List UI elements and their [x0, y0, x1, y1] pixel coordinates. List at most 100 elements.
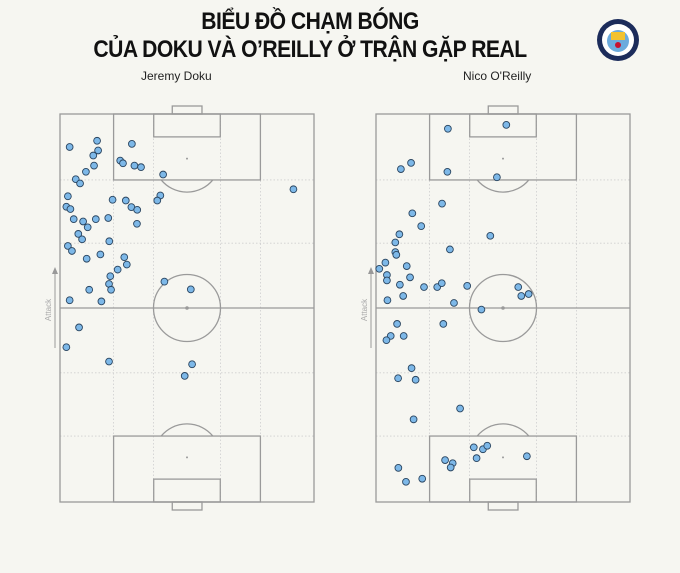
touch-point	[64, 242, 72, 250]
touch-point	[456, 404, 464, 413]
touch-point	[68, 247, 76, 255]
touch-point	[493, 173, 501, 182]
touch-point	[76, 179, 84, 188]
touch-point	[153, 196, 162, 205]
touch-point	[523, 452, 531, 461]
touch-point	[472, 454, 481, 463]
touch-point	[486, 231, 495, 240]
touch-point	[90, 161, 98, 170]
penalty-arc	[476, 423, 530, 437]
touch-point	[79, 217, 87, 226]
attack-arrow-icon	[368, 267, 374, 274]
touch-point	[393, 320, 401, 328]
touch-point	[105, 357, 113, 366]
touch-point	[396, 280, 404, 289]
touch-point	[411, 375, 420, 384]
touch-point	[399, 292, 408, 300]
touch-point	[502, 121, 511, 129]
touch-point	[382, 336, 391, 345]
touch-point	[441, 456, 449, 464]
touch-point	[97, 297, 106, 306]
six-yard-box	[153, 113, 221, 138]
centre-spot	[185, 306, 189, 310]
touch-point	[120, 253, 129, 262]
touch-point	[446, 463, 455, 472]
penalty-spot	[186, 456, 188, 459]
touch-point	[381, 258, 390, 267]
touch-point	[409, 415, 418, 424]
touch-point	[122, 260, 131, 269]
penalty-spot	[502, 157, 504, 160]
touch-point	[397, 165, 405, 173]
manchester-city-logo-icon	[597, 19, 639, 61]
touch-point	[64, 192, 72, 201]
pitch-doku: Attack	[44, 105, 315, 511]
touch-point	[78, 235, 86, 244]
touch-point	[137, 163, 145, 172]
touch-point	[94, 146, 102, 155]
touch-point	[108, 195, 117, 204]
touch-point	[438, 199, 446, 208]
penalty-arc	[160, 179, 214, 193]
touch-point	[89, 151, 98, 160]
touch-point	[418, 474, 427, 483]
touch-point	[514, 283, 523, 291]
touch-point	[75, 323, 83, 332]
chart-title-line1: BIỂU ĐỒ CHẠM BÓNG	[201, 8, 419, 35]
pitch-title-oreilly: Nico O'Reilly	[463, 69, 532, 83]
touch-point	[408, 209, 417, 218]
touch-point	[375, 264, 384, 273]
goal	[171, 501, 203, 511]
touch-point	[93, 136, 101, 145]
six-yard-box	[153, 478, 221, 503]
penalty-spot	[186, 157, 188, 160]
chart-title-line2: CỦA DOKU VÀ O’REILLY Ở TRẬN GẶP REAL	[93, 36, 527, 63]
touch-point	[180, 372, 189, 380]
touch-point	[394, 374, 402, 383]
touch-point	[106, 272, 115, 281]
touch-point	[188, 360, 196, 369]
penalty-arc	[476, 179, 530, 193]
touch-point	[62, 343, 71, 352]
touch-point	[395, 230, 404, 239]
goal	[487, 105, 519, 115]
touch-point	[65, 296, 74, 305]
touch-point	[407, 159, 415, 167]
touch-point	[289, 185, 298, 194]
touch-point	[417, 222, 426, 230]
centre-spot	[501, 306, 505, 310]
penalty-box	[112, 113, 262, 181]
six-yard-box	[469, 478, 537, 503]
touch-point	[407, 364, 416, 372]
touch-point	[399, 332, 408, 340]
attack-label: Attack	[360, 298, 369, 321]
touch-point	[446, 245, 454, 254]
centre-circle	[152, 273, 222, 343]
touch-point	[128, 140, 136, 148]
touch-point	[104, 214, 113, 222]
touch-point	[66, 205, 75, 213]
touch-point	[383, 276, 391, 285]
touch-point	[406, 273, 414, 282]
touch-point	[477, 305, 486, 314]
goal	[487, 501, 519, 511]
pitch-title-doku: Jeremy Doku	[141, 69, 212, 83]
touch-point	[524, 290, 533, 298]
touch-point	[82, 167, 90, 176]
touch-point	[517, 292, 526, 300]
pitch-oreilly: Attack	[360, 105, 631, 511]
goal	[171, 105, 203, 115]
touch-point	[402, 262, 411, 270]
touch-point	[133, 219, 141, 228]
touch-point	[443, 167, 452, 176]
touch-point	[444, 124, 452, 133]
touch-point	[91, 215, 100, 223]
touch-point	[469, 443, 478, 452]
touch-point	[74, 230, 83, 238]
attack-arrow-icon	[52, 267, 58, 274]
touch-point	[463, 282, 472, 290]
touch-point	[391, 238, 400, 247]
penalty-spot	[502, 456, 504, 459]
touch-point	[105, 237, 114, 246]
touch-point	[392, 250, 401, 259]
